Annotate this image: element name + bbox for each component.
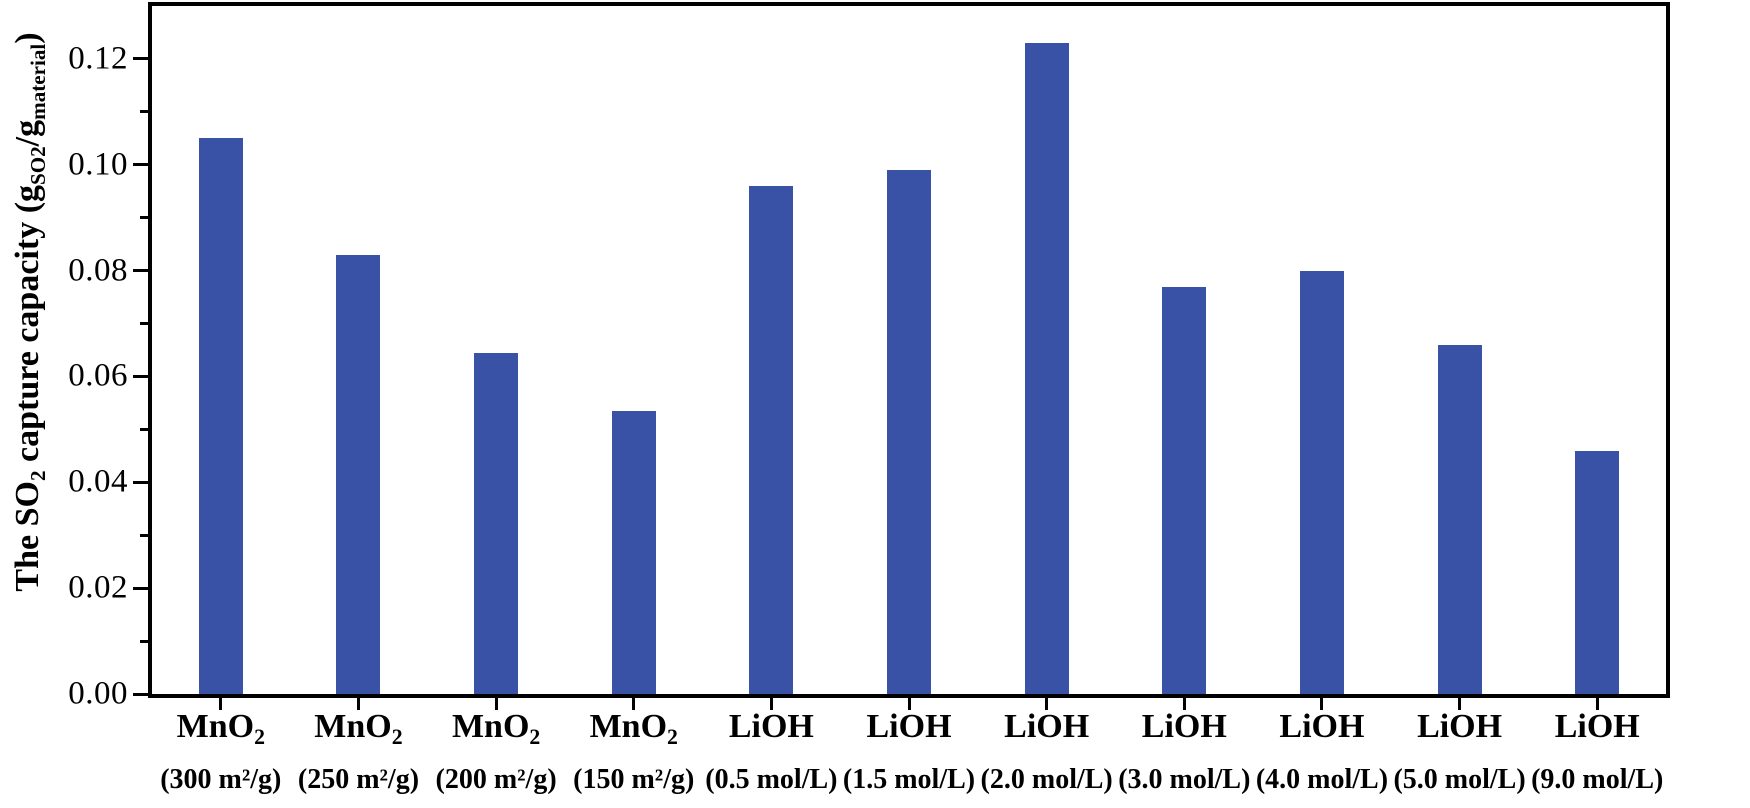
x-label-material-subscript: 2 <box>667 724 678 749</box>
y-axis-title: The SO2 capture capacity (gSO2/gmaterial… <box>9 32 51 591</box>
x-label-material-text: LiOH <box>1554 708 1640 745</box>
bar-slot <box>152 6 290 694</box>
bar-slot <box>1115 6 1253 694</box>
x-tick <box>494 697 498 710</box>
bars-row <box>152 6 1666 694</box>
x-axis-labels-line1: MnO2 MnO2 MnO2 MnO2 LiOH LiOH LiOH LiOH LiOH LiOH… <box>152 708 1666 750</box>
bar-slot <box>978 6 1116 694</box>
y-major-tick <box>133 480 148 484</box>
bar-slot <box>427 6 565 694</box>
x-label-condition: (1.5 mol/L) <box>842 764 976 795</box>
bar-mno2-3 <box>611 410 656 694</box>
x-tick <box>1320 697 1324 710</box>
y-major-tick <box>133 57 148 61</box>
x-label-material-text: MnO <box>176 708 255 745</box>
x-label-condition: (4.0 mol/L) <box>1255 764 1389 795</box>
x-tick <box>907 697 911 710</box>
x-label-material-text: LiOH <box>866 708 952 745</box>
bar-slot <box>703 6 841 694</box>
x-label-material-text: MnO <box>589 708 668 745</box>
x-tick <box>769 697 773 710</box>
bar-slot <box>840 6 978 694</box>
x-label-material: LiOH <box>840 708 978 750</box>
y-major-tick <box>133 374 148 378</box>
y-tick-label: 0.00 <box>68 675 128 712</box>
y-tick-label: 0.06 <box>68 357 128 394</box>
bar-lioh-7 <box>1162 286 1207 694</box>
y-axis-title-part: /g <box>8 119 46 147</box>
x-label-material-text: LiOH <box>1141 708 1227 745</box>
x-label-condition: (5.0 mol/L) <box>1393 764 1526 795</box>
x-label-material-text: LiOH <box>1004 708 1090 745</box>
bar-lioh-9 <box>1437 344 1482 694</box>
x-label-condition: (300 m²/g) <box>160 764 282 795</box>
x-label-material-text: MnO <box>451 708 530 745</box>
y-tick-label: 0.02 <box>68 569 128 606</box>
y-tick-label: 0.10 <box>68 146 128 183</box>
x-label-material: MnO2 <box>565 708 703 750</box>
x-label-material: MnO2 <box>152 708 290 750</box>
bar-slot <box>1253 6 1391 694</box>
bar-mno2-1 <box>336 254 381 694</box>
y-minor-tick <box>140 639 148 643</box>
y-tick-label: 0.04 <box>68 463 128 500</box>
x-label-material-text: LiOH <box>1279 708 1365 745</box>
y-minor-tick <box>140 427 148 431</box>
x-label-condition: (250 m²/g) <box>297 764 420 795</box>
x-tick <box>632 697 636 710</box>
x-label-condition: (2.0 mol/L) <box>980 764 1113 795</box>
x-label-material-subscript: 2 <box>529 724 541 749</box>
bar-lioh-10 <box>1575 450 1620 694</box>
x-tick <box>1595 697 1599 710</box>
y-tick-label: 0.12 <box>68 40 128 77</box>
y-minor-tick <box>140 110 148 114</box>
bar-mno2-0 <box>198 138 243 694</box>
x-axis-labels-line2: (300 m²/g) (250 m²/g) (200 m²/g) (150 m²/g)… <box>152 764 1666 796</box>
y-minor-tick <box>140 533 148 537</box>
y-minor-tick <box>140 322 148 326</box>
x-label-material: LiOH <box>978 708 1116 750</box>
plot-area <box>148 2 1670 698</box>
y-minor-tick <box>140 216 148 220</box>
y-major-tick <box>133 692 148 696</box>
x-label-material: LiOH <box>703 708 841 750</box>
y-axis-title-part: capture capacity (g <box>8 184 46 471</box>
bar-slot <box>1528 6 1666 694</box>
bar-mno2-2 <box>474 352 519 694</box>
y-major-tick <box>133 163 148 167</box>
bar-lioh-5 <box>887 170 932 694</box>
y-major-tick <box>133 269 148 273</box>
x-label-condition: (3.0 mol/L) <box>1118 764 1251 795</box>
x-label-material-subscript: 2 <box>391 724 403 749</box>
x-tick <box>1045 697 1049 710</box>
x-label-condition: (150 m²/g) <box>573 764 695 795</box>
bar-slot <box>290 6 428 694</box>
x-label-material: LiOH <box>1253 708 1391 750</box>
x-tick <box>356 697 360 710</box>
bar-lioh-8 <box>1299 270 1344 694</box>
x-label-material: MnO2 <box>290 708 428 750</box>
x-label-material: LiOH <box>1528 708 1666 750</box>
x-label-material-text: LiOH <box>1417 708 1503 745</box>
x-label-material: LiOH <box>1391 708 1529 750</box>
bar-lioh-4 <box>749 185 794 694</box>
bar-lioh-6 <box>1024 43 1069 694</box>
x-label-material: MnO2 <box>427 708 565 750</box>
x-label-material-text: LiOH <box>728 708 814 745</box>
x-label-material-text: MnO <box>314 708 392 745</box>
bar-slot <box>1391 6 1529 694</box>
x-label-condition: (0.5 mol/L) <box>705 764 838 795</box>
y-tick-label: 0.08 <box>68 252 128 289</box>
x-label-material-subscript: 2 <box>254 724 265 749</box>
x-tick <box>1458 697 1462 710</box>
x-tick <box>1182 697 1186 710</box>
x-label-condition: (200 m²/g) <box>435 764 557 795</box>
bar-slot <box>565 6 703 694</box>
x-label-condition: (9.0 mol/L) <box>1531 764 1664 795</box>
y-major-tick <box>133 586 148 590</box>
x-label-material: LiOH <box>1115 708 1253 750</box>
x-tick <box>219 697 223 710</box>
